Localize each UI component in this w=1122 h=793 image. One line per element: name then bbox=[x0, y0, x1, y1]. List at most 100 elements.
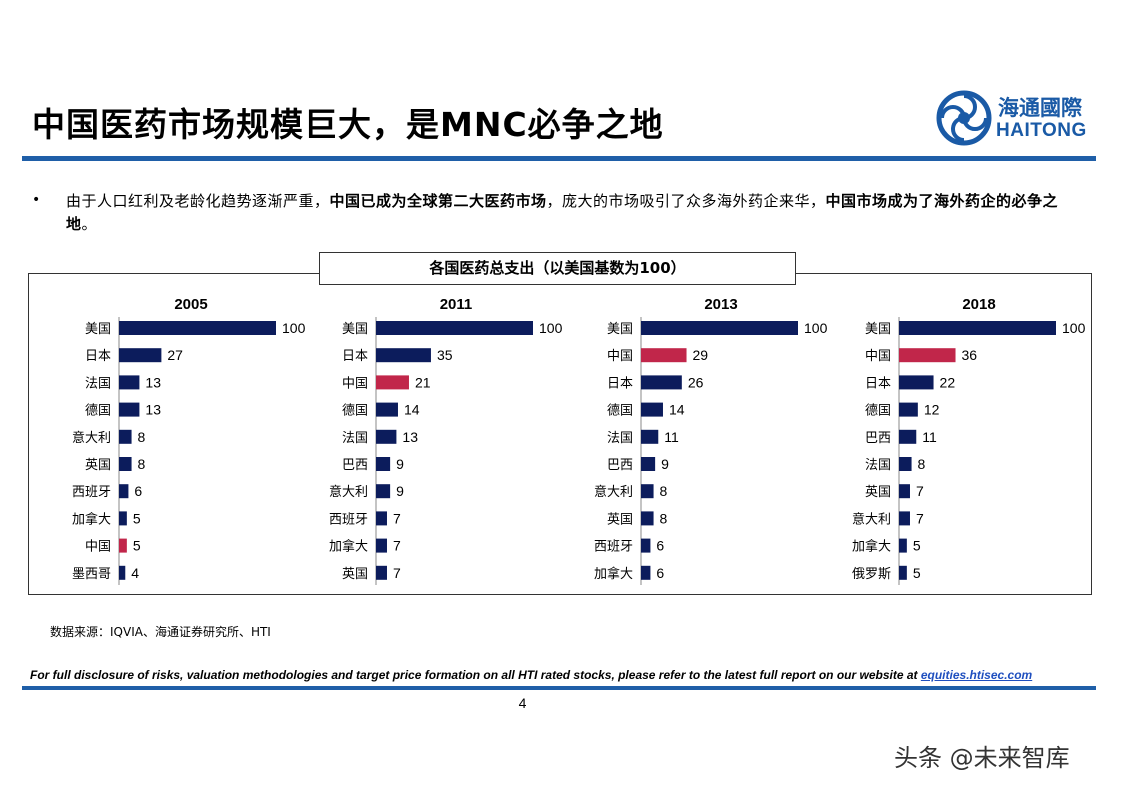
bar bbox=[119, 565, 126, 580]
bullet-text: 由于人口红利及老龄化趋势逐渐严重，中国已成为全球第二大医药市场，庞大的市场吸引了… bbox=[66, 190, 1076, 236]
bar bbox=[899, 402, 918, 417]
haitong-emblem-icon bbox=[936, 90, 992, 146]
bar bbox=[641, 457, 656, 471]
category-label: 中国 bbox=[85, 540, 111, 555]
category-label: 巴西 bbox=[607, 458, 633, 473]
bar bbox=[641, 565, 651, 580]
disclosure-body: For full disclosure of risks, valuation … bbox=[30, 668, 921, 682]
bar bbox=[119, 457, 132, 471]
chart-year-title: 2011 bbox=[440, 296, 473, 313]
category-label: 日本 bbox=[85, 349, 111, 364]
value-label: 7 bbox=[916, 510, 924, 526]
bar bbox=[899, 429, 917, 444]
category-label: 日本 bbox=[342, 349, 368, 364]
category-label: 加拿大 bbox=[594, 566, 633, 582]
category-label: 美国 bbox=[865, 322, 891, 337]
category-label: 德国 bbox=[607, 404, 633, 419]
category-label: 英国 bbox=[865, 485, 891, 500]
value-label: 11 bbox=[922, 429, 937, 445]
category-label: 美国 bbox=[607, 322, 633, 337]
value-label: 27 bbox=[167, 347, 183, 363]
value-label: 100 bbox=[1062, 320, 1086, 336]
value-label: 5 bbox=[913, 538, 921, 554]
value-label: 9 bbox=[396, 483, 404, 499]
value-label: 14 bbox=[404, 402, 420, 418]
value-label: 14 bbox=[669, 402, 685, 418]
value-label: 35 bbox=[437, 347, 453, 363]
bar bbox=[119, 484, 129, 499]
bar bbox=[119, 429, 132, 444]
bar bbox=[899, 321, 1056, 335]
bar bbox=[376, 457, 391, 471]
bar bbox=[376, 511, 387, 526]
bar bbox=[641, 348, 687, 363]
category-label: 西班牙 bbox=[594, 540, 633, 555]
bar bbox=[376, 538, 387, 553]
bar bbox=[119, 321, 276, 335]
value-label: 8 bbox=[660, 483, 668, 499]
value-label: 6 bbox=[656, 565, 664, 581]
bar bbox=[899, 538, 907, 553]
category-label: 俄罗斯 bbox=[852, 567, 891, 582]
value-label: 7 bbox=[393, 510, 401, 526]
bar bbox=[641, 375, 682, 390]
value-label: 13 bbox=[402, 429, 418, 445]
website-link[interactable]: equities.htisec.com bbox=[920, 668, 1033, 682]
bar bbox=[376, 565, 387, 580]
category-label: 巴西 bbox=[865, 431, 891, 446]
bar bbox=[641, 484, 654, 499]
chart-year-title: 2018 bbox=[962, 296, 995, 313]
bullet-part: ，庞大的市场吸引了众多海外药企来华， bbox=[546, 192, 826, 210]
category-label: 日本 bbox=[607, 376, 633, 391]
chart-year-title: 2005 bbox=[174, 296, 207, 313]
category-label: 意大利 bbox=[594, 484, 633, 500]
logo-english-text: HAITONG bbox=[996, 120, 1087, 141]
value-label: 8 bbox=[138, 456, 146, 472]
category-label: 中国 bbox=[342, 376, 368, 391]
value-label: 100 bbox=[804, 320, 828, 336]
category-label: 德国 bbox=[85, 404, 111, 419]
category-label: 法国 bbox=[607, 431, 633, 446]
value-label: 100 bbox=[539, 320, 563, 336]
bar bbox=[119, 538, 127, 553]
value-label: 7 bbox=[393, 565, 401, 581]
value-label: 5 bbox=[913, 565, 921, 581]
title-divider bbox=[22, 156, 1096, 161]
bullet-part: 由于人口红利及老龄化趋势逐渐严重， bbox=[66, 192, 330, 210]
bar bbox=[119, 511, 127, 526]
category-label: 美国 bbox=[85, 322, 111, 337]
category-label: 墨西哥 bbox=[72, 567, 111, 582]
category-label: 法国 bbox=[85, 376, 111, 391]
bar bbox=[641, 511, 654, 526]
page-title: 中国医药市场规模巨大，是MNC必争之地 bbox=[32, 105, 664, 144]
value-label: 5 bbox=[133, 510, 141, 526]
footer-divider bbox=[22, 686, 1096, 690]
value-label: 12 bbox=[924, 402, 940, 418]
category-label: 西班牙 bbox=[329, 512, 368, 527]
value-label: 8 bbox=[918, 456, 926, 472]
category-label: 法国 bbox=[865, 458, 891, 473]
value-label: 21 bbox=[415, 374, 431, 390]
bar bbox=[641, 321, 798, 335]
value-label: 100 bbox=[282, 320, 306, 336]
value-label: 7 bbox=[916, 483, 924, 499]
category-label: 法国 bbox=[342, 431, 368, 446]
value-label: 6 bbox=[656, 538, 664, 554]
category-label: 日本 bbox=[865, 376, 891, 391]
category-label: 巴西 bbox=[342, 458, 368, 473]
bar bbox=[899, 348, 956, 363]
bullet-part: 。 bbox=[81, 215, 98, 233]
category-label: 英国 bbox=[85, 458, 111, 473]
bar bbox=[119, 402, 140, 417]
value-label: 6 bbox=[134, 483, 142, 499]
bar bbox=[376, 348, 431, 363]
value-label: 13 bbox=[145, 402, 161, 418]
haitong-logo: 海通國際 HAITONG bbox=[936, 90, 1096, 146]
category-label: 西班牙 bbox=[72, 485, 111, 500]
bar bbox=[899, 484, 910, 499]
bar bbox=[641, 402, 663, 417]
bullet-bold-part: 中国市场成为了海外药企的必争之地 bbox=[66, 192, 1059, 233]
value-label: 4 bbox=[131, 565, 139, 581]
bar bbox=[899, 375, 934, 390]
